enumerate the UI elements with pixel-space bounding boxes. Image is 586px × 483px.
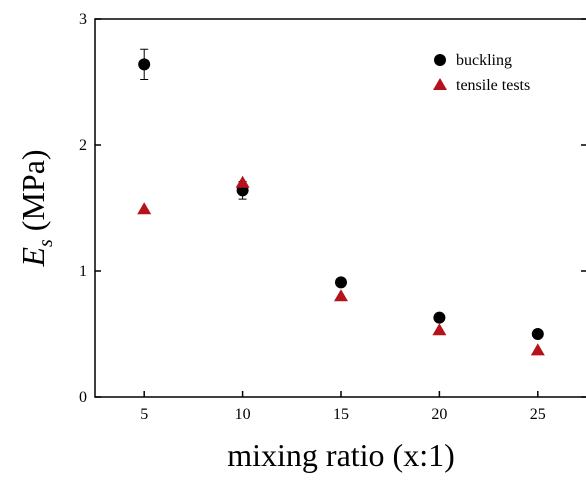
x-tick-label: 20 [431, 406, 447, 423]
y-symbol: E [15, 247, 51, 268]
triangle-marker [433, 78, 447, 90]
y-tick-label: 2 [79, 137, 87, 154]
x-tick-label: 25 [530, 406, 546, 423]
x-tick-label: 15 [333, 406, 349, 423]
triangle-marker [137, 202, 152, 215]
circle-marker [531, 328, 544, 340]
legend-label: tensile tests [456, 77, 530, 94]
x-tick-label: 10 [235, 406, 251, 423]
y-tick-label: 3 [79, 11, 87, 28]
circle-marker [138, 58, 151, 71]
y-tick-label: 1 [79, 263, 87, 280]
triangle-marker [334, 289, 348, 302]
y-unit: (MPa) [15, 149, 51, 231]
legend-label: buckling [456, 52, 512, 69]
y-axis-title: Es (MPa) [15, 149, 57, 267]
y-tick-label: 0 [79, 389, 87, 406]
x-tick-label: 5 [140, 406, 148, 423]
y-axis-title-text: Es (MPa) [15, 149, 57, 267]
circle-marker [433, 311, 446, 324]
triangle-marker [530, 343, 545, 356]
circle-marker [434, 54, 446, 66]
y-subscript: s [35, 239, 57, 247]
plot-frame [94, 18, 586, 398]
triangle-marker [235, 175, 250, 188]
x-axis-title: mixing ratio (x:1) [227, 437, 455, 473]
circle-marker [335, 276, 347, 289]
triangle-marker [432, 323, 447, 336]
